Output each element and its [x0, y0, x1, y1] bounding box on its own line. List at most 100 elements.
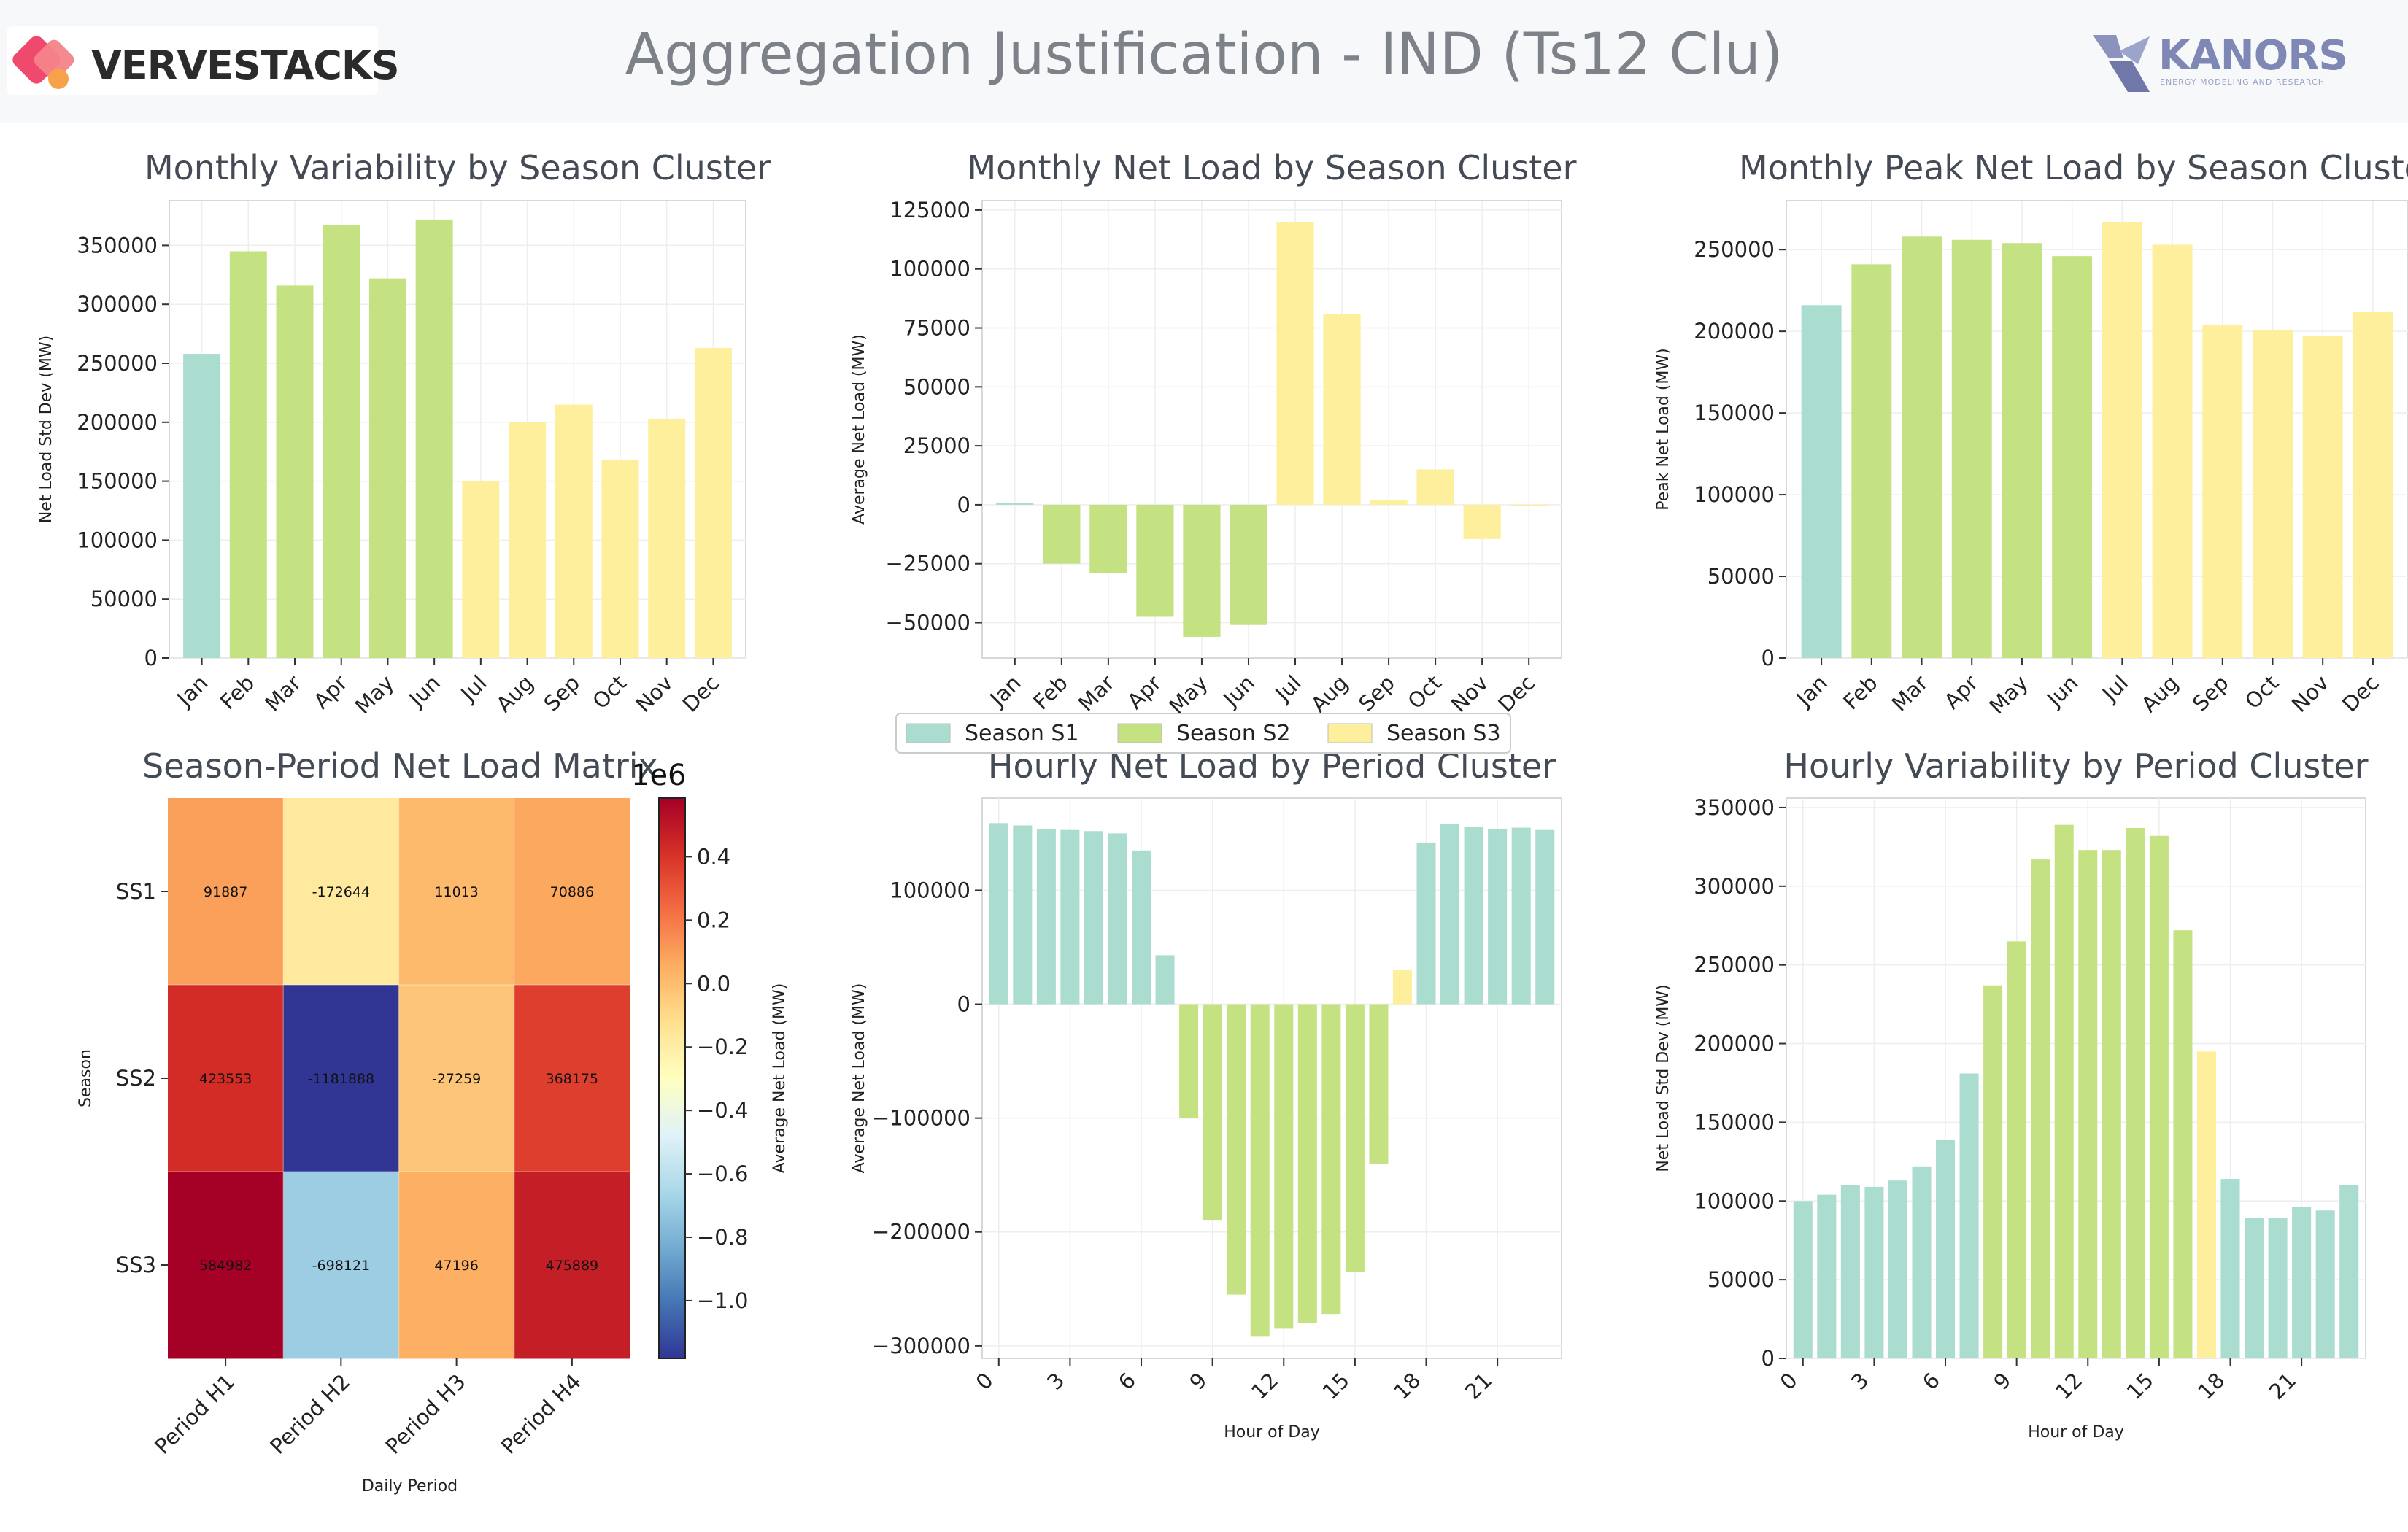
ytick-label: 350000 [1694, 795, 1775, 820]
plot-frame [981, 200, 1562, 659]
ytick-label: 0 [957, 492, 970, 517]
xtick-label: Sep [539, 670, 585, 716]
heatmap-cell [398, 798, 515, 986]
bar [2007, 941, 2026, 1358]
xtick-label: Jun [404, 670, 445, 712]
bar [1392, 970, 1412, 1005]
colorbar-tick-label: −1.0 [697, 1288, 748, 1313]
bar [2315, 1210, 2335, 1358]
legend-label: Season S2 [1176, 721, 1291, 746]
ytick-label: 50000 [90, 587, 158, 611]
y-axis-label: Season [77, 1049, 95, 1107]
y-axis-label: Peak Net Load (MW) [1654, 348, 1672, 511]
ytick-label: 300000 [1694, 874, 1775, 899]
colorbar-tick-label: 0.0 [697, 971, 730, 996]
xtick-label: Oct [2240, 670, 2284, 714]
xtick-label: Jul [455, 670, 492, 707]
page-title: Aggregation Justification - IND (Ts12 Cl… [625, 22, 1783, 88]
y-axis-label: Net Load Std Dev (MW) [37, 336, 55, 523]
xtick-label: Mar [1887, 670, 1933, 716]
bar [1297, 1004, 1317, 1323]
ytick-label: −300000 [872, 1334, 970, 1358]
xtick-label: 0 [971, 1368, 998, 1395]
bar [1250, 1004, 1270, 1337]
bar [1108, 833, 1127, 1005]
bar [2302, 336, 2343, 658]
bar [648, 418, 686, 658]
xtick-label: Period H4 [496, 1369, 586, 1459]
legend-swatch [906, 723, 951, 743]
y-axis-label: Average Net Load (MW) [850, 983, 868, 1174]
bar [1132, 850, 1151, 1005]
bar [1274, 1004, 1294, 1329]
ytick-label: 150000 [77, 469, 158, 494]
bar [276, 285, 314, 658]
heatmap-cell-label: 70886 [550, 884, 594, 900]
xtick-label: 18 [1389, 1368, 1425, 1404]
ytick-label: 100000 [1694, 1188, 1775, 1213]
bar [2054, 824, 2074, 1358]
ytick-label: 100000 [890, 257, 970, 282]
heatmap-cell-label: 368175 [546, 1071, 599, 1087]
bar [1323, 314, 1361, 505]
bar [1535, 829, 1555, 1005]
legend-swatch [1327, 723, 1373, 743]
bar [229, 251, 267, 658]
y-axis-label: Average Net Load (MW) [850, 334, 868, 525]
bar [1511, 827, 1531, 1005]
bar [2126, 827, 2145, 1358]
bar [2196, 1051, 2216, 1358]
heatmap-cell-label: 47196 [434, 1258, 478, 1274]
xtick-label: 6 [1918, 1368, 1945, 1395]
ytick-label: 150000 [1694, 401, 1775, 425]
xtick-label: Period H2 [265, 1369, 355, 1459]
xtick-label: 0 [1775, 1368, 1802, 1395]
bar [2102, 850, 2121, 1358]
xtick-label: Dec [1493, 670, 1540, 717]
xtick-label: 9 [1185, 1368, 1212, 1395]
bar [1230, 504, 1267, 625]
xtick-label: 6 [1114, 1368, 1141, 1395]
bar [2102, 222, 2142, 658]
xtick-label: Aug [491, 670, 538, 717]
bar [694, 347, 732, 658]
bar [1840, 1185, 1860, 1358]
bar [1864, 1186, 1884, 1358]
heatmap-cell [283, 1172, 399, 1359]
xtick-label: Nov [1446, 670, 1493, 717]
x-axis-label: Daily Period [362, 1477, 458, 1496]
bar [1440, 824, 1460, 1005]
ytick-label: 250000 [1694, 953, 1775, 978]
heatmap-cell-label: -172644 [312, 884, 370, 900]
colorbar-offset-label: 1e6 [631, 759, 687, 792]
header-bar: VERVESTACKS Aggregation Justification - … [0, 0, 2408, 123]
xtick-label: May [1164, 670, 1212, 719]
ytick-label: 0 [957, 992, 970, 1017]
bar [2002, 243, 2042, 658]
bar [1463, 504, 1501, 539]
ytick-label: 0 [144, 646, 158, 670]
bar [2149, 835, 2169, 1358]
xtick-label: Period H3 [381, 1369, 471, 1459]
heatmap-cell [283, 798, 399, 986]
bar [2031, 859, 2050, 1358]
xtick-label: May [1984, 670, 2032, 719]
chart-title: Monthly Peak Net Load by Season Cluster [1739, 148, 2408, 187]
ytick-label: 200000 [1694, 319, 1775, 344]
ytick-label: 350000 [77, 233, 158, 258]
bar [368, 278, 406, 658]
ytick-label: 250000 [1694, 237, 1775, 262]
bar [2052, 256, 2093, 658]
xtick-label: Nov [2287, 670, 2334, 717]
ytick-label: 150000 [1694, 1110, 1775, 1134]
ytick-label: 25000 [903, 433, 970, 458]
ytick-label: −25000 [885, 552, 970, 576]
bar [1801, 305, 1842, 658]
bar [1036, 829, 1056, 1005]
bar [1370, 500, 1408, 505]
xtick-label: Feb [1028, 670, 1072, 714]
bar [2220, 1179, 2240, 1358]
xtick-label: Jun [1217, 670, 1259, 712]
bar [1510, 504, 1548, 506]
